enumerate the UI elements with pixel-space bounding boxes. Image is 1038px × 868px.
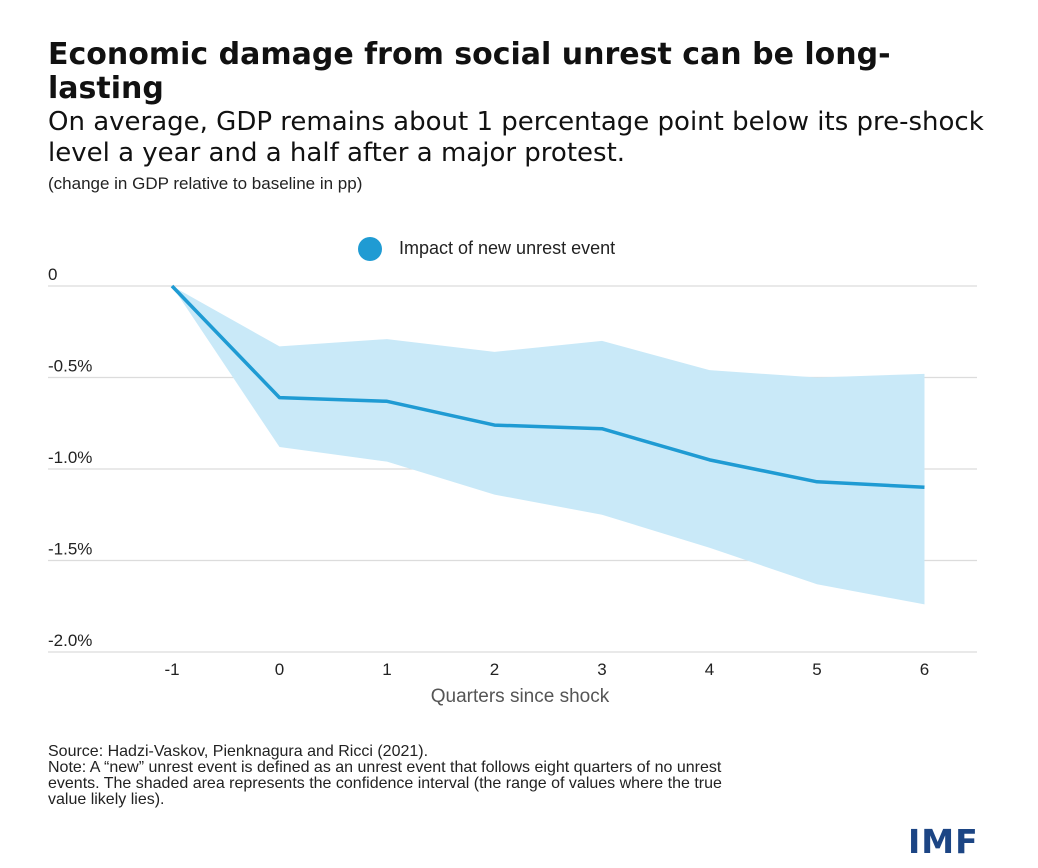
x-axis-title: Quarters since shock	[431, 686, 610, 707]
y-tick-label: 0	[48, 265, 57, 284]
legend-marker	[358, 237, 382, 261]
note-text-line-1: Note: A “new” unrest event is defined as…	[48, 759, 722, 776]
x-tick-label: 0	[275, 660, 284, 679]
y-axis-ticks: 0 -0.5% -1.0% -1.5% -2.0%	[48, 265, 92, 650]
y-tick-label: -1.0%	[48, 448, 92, 467]
imf-logo: IMF	[908, 822, 979, 861]
chart-title: Economic damage from social unrest can b…	[48, 37, 891, 106]
footnote: Source: Hadzi-Vaskov, Pienknagura and Ri…	[48, 744, 998, 808]
x-tick-label: 6	[920, 660, 929, 679]
confidence-band	[172, 286, 925, 605]
unit-note: (change in GDP relative to baseline in p…	[48, 174, 363, 193]
x-tick-label: 4	[705, 660, 714, 679]
x-axis-ticks: -1 0 1 2 3 4 5 6	[164, 660, 929, 679]
legend-label: Impact of new unrest event	[399, 238, 615, 258]
x-tick-label: 1	[382, 660, 391, 679]
note-text-line-3: value likely lies).	[48, 791, 165, 808]
x-tick-label: -1	[164, 660, 179, 679]
chart-subtitle: On average, GDP remains about 1 percenta…	[48, 107, 984, 168]
y-tick-label: -1.5%	[48, 540, 92, 559]
legend: Impact of new unrest event	[358, 237, 615, 261]
source-text: Source: Hadzi-Vaskov, Pienknagura and Ri…	[48, 743, 429, 760]
y-tick-label: -0.5%	[48, 357, 92, 376]
x-tick-label: 2	[490, 660, 499, 679]
series-line-impact	[170, 284, 925, 490]
note-text-line-2: events. The shaded area represents the c…	[48, 775, 722, 792]
x-tick-label: 3	[597, 660, 606, 679]
x-tick-label: 5	[812, 660, 821, 679]
chart-area: 0 -0.5% -1.0% -1.5% -2.0% -1 0 1 2 3 4 5 6 Quarters…	[48, 237, 977, 707]
y-tick-label: -2.0%	[48, 631, 92, 650]
